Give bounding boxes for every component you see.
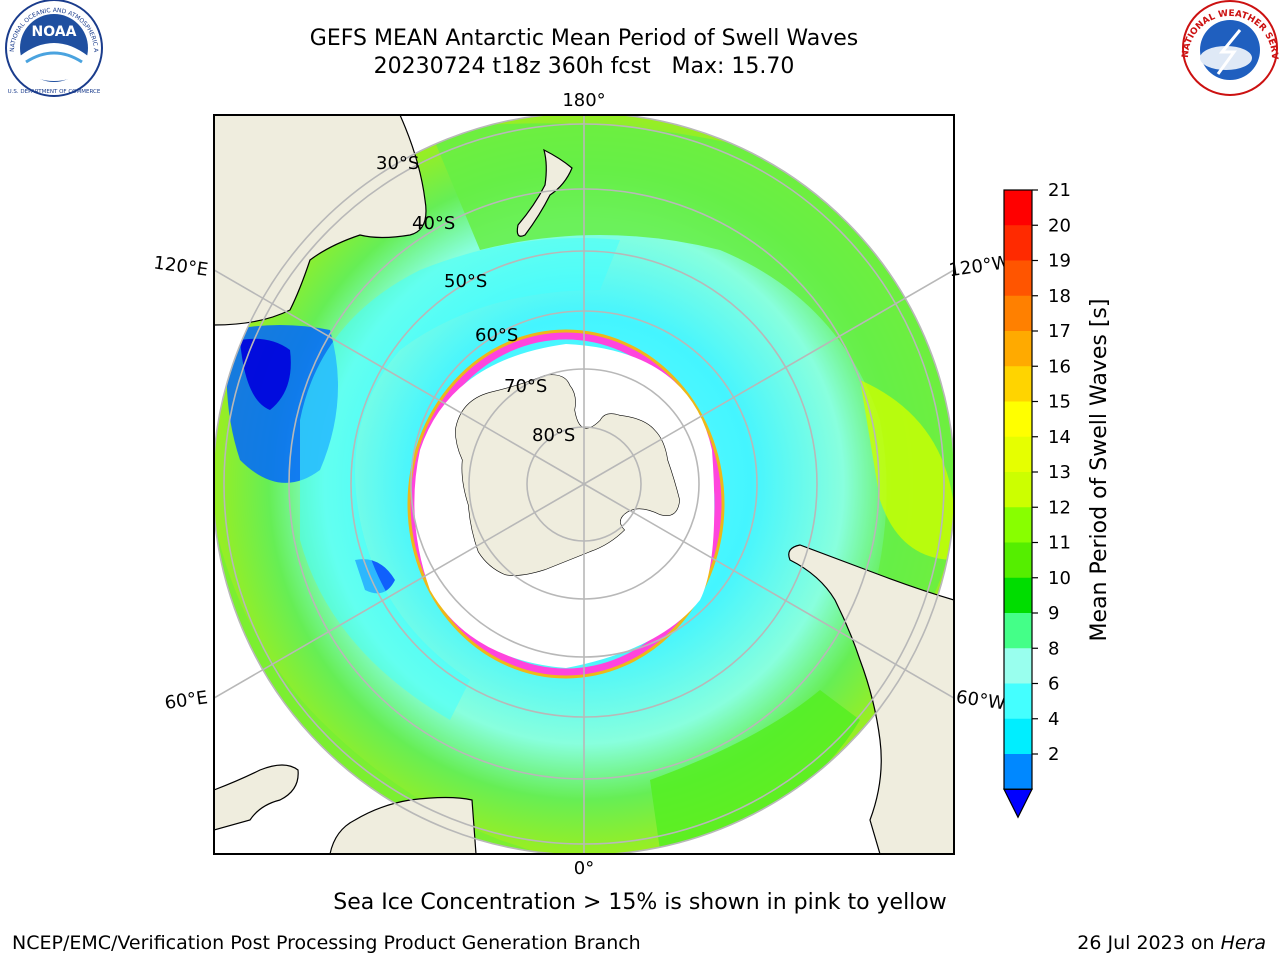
colorbar-segment bbox=[1004, 577, 1032, 614]
colorbar-segment bbox=[1004, 683, 1032, 720]
colorbar-tick-label: 19 bbox=[1048, 251, 1071, 272]
lat-label-50s: 50°S bbox=[444, 271, 487, 292]
south-america-land bbox=[788, 544, 954, 854]
chart-subtitle: 20230724 t18z 360h fcst Max: 15.70 bbox=[373, 54, 795, 79]
colorbar-segment bbox=[1004, 401, 1032, 438]
longitude-grid bbox=[214, 115, 954, 854]
africa-land bbox=[329, 796, 477, 854]
lon-label-120w: 120°W bbox=[947, 252, 1011, 281]
nws-ring-text: NATIONAL WEATHER SERVICE bbox=[0, 0, 1279, 60]
colorbar-tick-label: 21 bbox=[1048, 180, 1071, 201]
lon-label-60w: 60°W bbox=[955, 687, 1007, 715]
lon-label-0: 0° bbox=[574, 858, 594, 879]
new-zealand-land bbox=[516, 148, 573, 237]
colorbar-segment bbox=[1004, 507, 1032, 543]
colorbar-tick-label: 9 bbox=[1048, 603, 1059, 624]
nws-logo: NATIONAL WEATHER SERVICE bbox=[0, 0, 1279, 96]
noaa-ring-bottom: U.S. DEPARTMENT OF COMMERCE bbox=[8, 89, 101, 95]
colorbar: 21 20 19 18 17 16 15 14 13 12 11 10 9 8 6 4 2 bbox=[1003, 180, 1071, 819]
footer-left: NCEP/EMC/Verification Post Processing Pr… bbox=[12, 932, 641, 954]
colorbar-tick-label: 2 bbox=[1048, 744, 1059, 765]
lat-label-60s: 60°S bbox=[475, 325, 518, 346]
colorbar-tick-label: 10 bbox=[1048, 568, 1071, 589]
colorbar-extend-triangle bbox=[1003, 788, 1033, 819]
colorbar-segment bbox=[1004, 331, 1032, 367]
footer-right: 26 Jul 2023 on Hera bbox=[1077, 932, 1266, 954]
lat-label-70s: 70°S bbox=[504, 376, 547, 397]
colorbar-tick-label: 18 bbox=[1048, 286, 1071, 307]
chart-title: GEFS MEAN Antarctic Mean Period of Swell… bbox=[309, 26, 859, 51]
colorbar-label: Mean Period of Swell Waves [s] bbox=[1087, 299, 1112, 642]
colorbar-segment bbox=[1004, 718, 1032, 755]
colorbar-segment bbox=[1004, 754, 1032, 790]
footer-date: 26 Jul 2023 on bbox=[1077, 932, 1221, 954]
colorbar-tick-label: 14 bbox=[1048, 427, 1071, 448]
colorbar-segment bbox=[1004, 366, 1032, 402]
colorbar-tick-label: 8 bbox=[1048, 638, 1059, 659]
colorbar-tick-label: 15 bbox=[1048, 392, 1071, 413]
colorbar-tick-label: 11 bbox=[1048, 533, 1071, 554]
colorbar-tick-label: 13 bbox=[1048, 462, 1071, 483]
colorbar-segment bbox=[1004, 190, 1032, 226]
colorbar-segment bbox=[1004, 225, 1032, 261]
colorbar-tick-label: 6 bbox=[1048, 674, 1059, 695]
footer-host: Hera bbox=[1220, 932, 1266, 954]
colorbar-border bbox=[1003, 189, 1033, 790]
lon-label-60e: 60°E bbox=[163, 687, 209, 714]
noaa-logo-text: NOAA bbox=[32, 24, 77, 40]
lat-label-80s: 80°S bbox=[532, 425, 575, 446]
lon-label-180: 180° bbox=[562, 90, 605, 111]
australia-land bbox=[214, 115, 427, 326]
colorbar-segment bbox=[1004, 260, 1032, 297]
noaa-logo: NOAA NATIONAL OCEANIC AND ATMOSPHERIC AD… bbox=[0, 0, 103, 97]
colorbar-tick-label: 16 bbox=[1048, 356, 1071, 377]
colorbar-segment bbox=[1004, 472, 1032, 508]
lat-label-30s: 30°S bbox=[376, 153, 419, 174]
colorbar-segment bbox=[1004, 613, 1032, 649]
colorbar-tick-label: 17 bbox=[1048, 321, 1071, 342]
madagascar-land bbox=[214, 764, 299, 831]
colorbar-segment bbox=[1004, 295, 1032, 332]
sea-ice-note: Sea Ice Concentration > 15% is shown in … bbox=[333, 890, 947, 915]
colorbar-segment bbox=[1004, 542, 1032, 579]
colorbar-tick-label: 4 bbox=[1048, 709, 1059, 730]
lat-label-40s: 40°S bbox=[412, 213, 455, 234]
colorbar-segment bbox=[1004, 436, 1032, 473]
colorbar-segment bbox=[1004, 648, 1032, 684]
lon-label-120e: 120°E bbox=[152, 252, 209, 280]
colorbar-tick-label: 12 bbox=[1048, 497, 1071, 518]
colorbar-tick-label: 20 bbox=[1048, 215, 1071, 236]
map-frame bbox=[213, 114, 955, 855]
svg-text:NATIONAL WEATHER SERVICE: NATIONAL WEATHER SERVICE bbox=[0, 0, 1279, 60]
